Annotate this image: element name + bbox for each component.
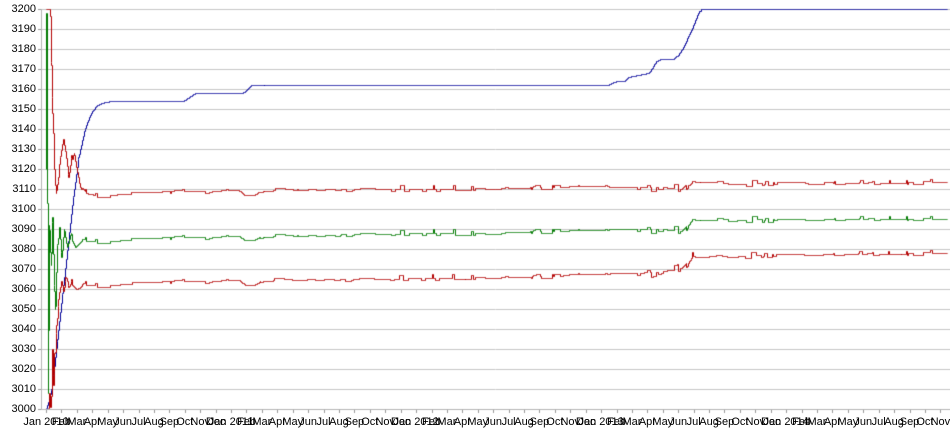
x-tick-label: Mar (67, 416, 87, 428)
y-tick-label: 3090 (11, 222, 36, 235)
x-tick-label: Apr (83, 416, 101, 428)
y-tick-label: 3180 (11, 42, 36, 55)
x-tick-label: Jan 2014 (763, 416, 809, 428)
x-tick-label: Nov (560, 416, 581, 428)
y-tick-label: 3120 (11, 162, 36, 175)
x-tick-label: Jun (114, 416, 132, 428)
x-tick-label: Nov (930, 416, 950, 428)
y-tick-label: 3030 (11, 342, 36, 355)
x-tick-label: Jul (871, 416, 886, 428)
x-tick-label: Apr (268, 416, 286, 428)
x-tick-label: Jul (131, 416, 146, 428)
x-tick-label: Aug (514, 416, 534, 428)
y-tick-label: 3160 (11, 82, 36, 95)
y-tick-label: 3140 (11, 122, 36, 135)
x-tick-label: May (467, 416, 489, 428)
x-tick-label: May (837, 416, 859, 428)
x-tick-label: Nov (190, 416, 210, 428)
x-tick-label: Jan 2013 (578, 416, 624, 428)
x-tick-label: May (282, 416, 304, 428)
y-tick-label: 3170 (11, 62, 36, 75)
y-tick-label: 3110 (12, 182, 36, 195)
x-tick-label: Dec (390, 416, 411, 428)
y-tick-label: 3000 (11, 402, 36, 415)
x-tick-label: Oct (361, 416, 379, 428)
x-tick-label: Nov (745, 416, 766, 428)
x-tick-label: Feb (236, 416, 256, 428)
x-tick-label: Sep (714, 416, 735, 428)
y-tick-label: 3010 (11, 382, 36, 395)
x-tick-label: Dec (205, 416, 226, 428)
x-tick-label: Oct (916, 416, 934, 428)
y-tick-label: 3040 (11, 322, 36, 335)
x-tick-label: Sep (159, 416, 180, 428)
x-tick-label: Sep (529, 416, 550, 428)
x-tick-label: Feb (792, 416, 812, 428)
x-tick-label: Jul (316, 416, 331, 428)
y-tick-label: 3200 (11, 2, 36, 15)
x-tick-label: Feb (607, 416, 627, 428)
x-tick-label: Aug (144, 416, 164, 428)
x-tick-label: Aug (884, 416, 904, 428)
x-tick-label: Feb (51, 416, 71, 428)
y-tick-label: 3020 (11, 362, 36, 375)
x-tick-label: Oct (176, 416, 194, 428)
x-tick-label: Aug (329, 416, 349, 428)
x-tick-label: Sep (344, 416, 365, 428)
x-tick-label: Dec (760, 416, 781, 428)
y-tick-label: 3070 (11, 262, 36, 275)
x-tick-label: Jun (484, 416, 503, 428)
x-tick-label: Oct (731, 416, 749, 428)
x-tick-label: Jun (854, 416, 873, 428)
x-tick-label: Jun (299, 416, 317, 428)
x-tick-label: Mar (622, 416, 642, 428)
y-tick-label: 3060 (11, 282, 36, 295)
x-tick-label: Mar (807, 416, 827, 428)
x-tick-label: Apr (638, 416, 656, 428)
y-tick-label: 3050 (11, 302, 36, 315)
x-tick-label: Apr (823, 416, 841, 428)
y-tick-label: 3080 (11, 242, 36, 255)
x-tick-label: Jul (686, 416, 701, 428)
y-tick-label: 3150 (11, 102, 36, 115)
x-tick-label: May (652, 416, 674, 428)
x-tick-label: Oct (546, 416, 564, 428)
y-tick-label: 3190 (11, 22, 36, 35)
x-tick-label: Jan 2011 (208, 416, 254, 428)
x-tick-label: Aug (699, 416, 719, 428)
x-tick-label: May (97, 416, 119, 428)
x-tick-label: Nov (375, 416, 396, 428)
x-tick-label: Mar (252, 416, 272, 428)
y-tick-label: 3130 (11, 142, 36, 155)
x-tick-label: Feb (422, 416, 441, 428)
y-tick-label: 3100 (11, 202, 36, 215)
x-tick-label: Jun (669, 416, 688, 428)
x-tick-label: Dec (575, 416, 596, 428)
x-tick-label: Sep (899, 416, 920, 428)
x-tick-label: Apr (453, 416, 471, 428)
x-tick-label: Mar (437, 416, 457, 428)
x-tick-label: Jan 2010 (23, 416, 69, 428)
x-tick-label: Jul (501, 416, 516, 428)
x-tick-label: Jan 2012 (393, 416, 439, 428)
